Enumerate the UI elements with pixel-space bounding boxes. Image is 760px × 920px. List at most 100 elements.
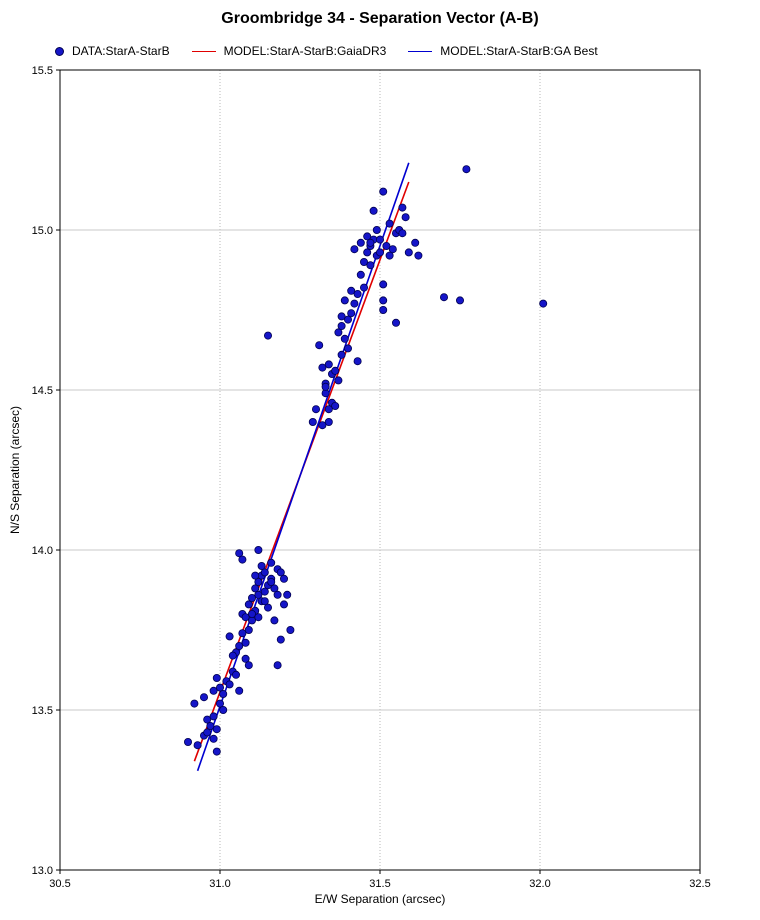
data-point	[366, 261, 375, 270]
data-point	[324, 405, 333, 414]
data-point	[260, 597, 269, 606]
data-point	[276, 568, 285, 577]
data-point	[334, 376, 343, 385]
data-point	[190, 699, 199, 708]
data-point	[260, 568, 269, 577]
data-point	[353, 289, 362, 298]
x-tick-label: 32.5	[689, 878, 710, 890]
data-point	[225, 680, 234, 689]
data-point	[244, 626, 253, 635]
data-point	[363, 248, 372, 257]
data-point	[324, 360, 333, 369]
data-point	[455, 296, 464, 305]
data-point	[235, 549, 244, 558]
chart-title: Groombridge 34 - Separation Vector (A-B)	[221, 10, 539, 27]
data-point	[350, 245, 359, 254]
legend-marker-dot	[55, 46, 64, 56]
legend-label-ga-best: MODEL:StarA-StarB:GA Best	[440, 44, 598, 58]
grid-layer	[60, 70, 700, 870]
data-point	[231, 670, 240, 679]
data-point	[356, 238, 365, 247]
data-point	[257, 562, 266, 571]
data-point	[244, 661, 253, 670]
data-point	[414, 251, 423, 260]
data-point	[273, 661, 282, 670]
data-point	[241, 613, 250, 622]
y-tick-label: 15.0	[32, 225, 53, 237]
data-point	[219, 690, 228, 699]
data-point	[308, 417, 317, 426]
data-point	[334, 328, 343, 337]
data-point	[331, 366, 340, 375]
data-point	[212, 725, 221, 734]
data-point	[273, 590, 282, 599]
data-point	[353, 357, 362, 366]
data-point	[343, 344, 352, 353]
data-point	[398, 229, 407, 238]
data-point	[283, 590, 292, 599]
data-point	[398, 203, 407, 212]
data-point	[209, 734, 218, 743]
data-point	[254, 590, 263, 599]
data-point	[206, 722, 215, 731]
data-point	[369, 206, 378, 215]
data-point	[241, 654, 250, 663]
data-point	[263, 331, 272, 340]
data-point	[267, 558, 276, 567]
data-point	[340, 296, 349, 305]
data-point	[244, 600, 253, 609]
legend-label-gaiadr3: MODEL:StarA-StarB:GaiaDR3	[223, 44, 387, 58]
data-point	[391, 318, 400, 327]
data-point	[318, 363, 327, 372]
data-point	[254, 546, 263, 555]
data-point	[359, 283, 368, 292]
data-point	[212, 747, 221, 756]
data-point	[235, 642, 244, 651]
chart-legend: DATA:StarA-StarB MODEL:StarA-StarB:GaiaD…	[55, 43, 620, 59]
x-tick-label: 31.5	[369, 878, 390, 890]
data-point	[331, 401, 340, 410]
data-point	[251, 584, 260, 593]
data-point	[379, 280, 388, 289]
data-point	[340, 334, 349, 343]
legend-line-red	[191, 50, 216, 52]
data-point	[311, 405, 320, 414]
data-point	[183, 738, 192, 747]
y-tick-label: 14.0	[32, 545, 53, 557]
data-point	[539, 299, 548, 308]
legend-item-data: DATA:StarA-StarB	[55, 44, 170, 58]
data-point	[251, 571, 260, 580]
data-point	[321, 382, 330, 391]
data-point	[375, 248, 384, 257]
data-point	[363, 232, 372, 241]
data-point	[347, 286, 356, 295]
y-tick-label: 14.5	[32, 385, 53, 397]
data-point	[209, 712, 218, 721]
legend-item-gaiadr3: MODEL:StarA-StarB:GaiaDR3	[191, 44, 387, 58]
data-point	[286, 626, 295, 635]
data-point	[404, 248, 413, 257]
data-point	[270, 584, 279, 593]
data-point	[238, 555, 247, 564]
data-point	[372, 225, 381, 234]
data-point	[263, 603, 272, 612]
data-point	[241, 638, 250, 647]
data-points	[183, 165, 548, 756]
x-tick-label: 32.0	[529, 878, 550, 890]
data-point	[385, 251, 394, 260]
data-point	[247, 610, 256, 619]
data-point	[225, 632, 234, 641]
data-point	[350, 299, 359, 308]
data-point	[199, 693, 208, 702]
data-point	[337, 312, 346, 321]
data-point	[462, 165, 471, 174]
data-point	[279, 574, 288, 583]
data-point	[254, 613, 263, 622]
data-point	[276, 635, 285, 644]
data-point	[260, 587, 269, 596]
data-point	[235, 686, 244, 695]
data-point	[215, 683, 224, 692]
data-point	[388, 245, 397, 254]
data-point	[212, 674, 221, 683]
